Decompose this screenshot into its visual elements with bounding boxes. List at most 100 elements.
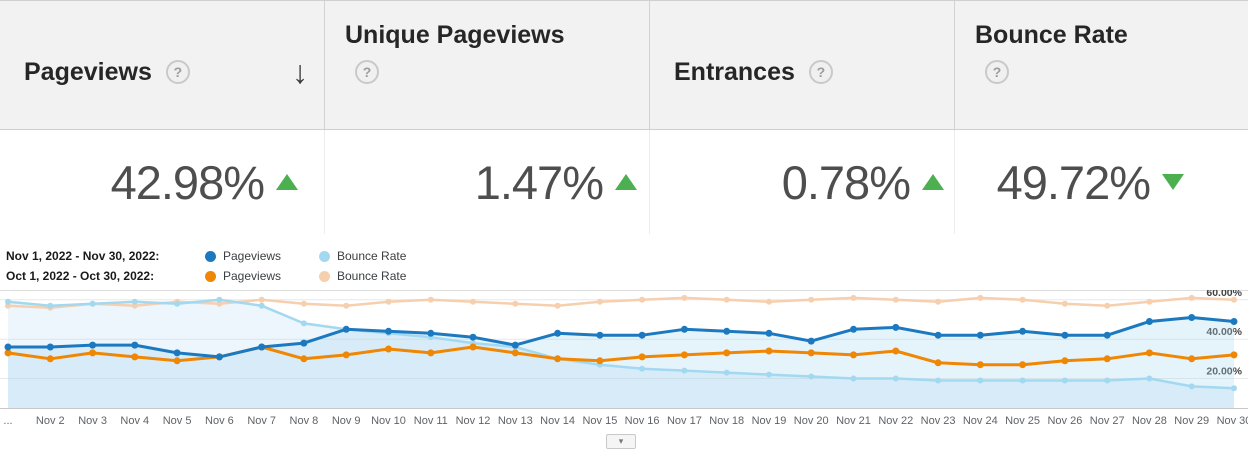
data-point[interactable]: [300, 320, 307, 327]
data-point[interactable]: [215, 353, 223, 361]
data-point[interactable]: [174, 300, 181, 307]
data-point[interactable]: [300, 339, 308, 347]
data-point[interactable]: [892, 296, 899, 303]
data-point[interactable]: [1231, 385, 1237, 392]
data-point[interactable]: [892, 375, 899, 382]
data-point[interactable]: [46, 343, 54, 351]
data-point[interactable]: [1019, 377, 1026, 384]
data-point[interactable]: [976, 361, 984, 369]
data-point[interactable]: [1188, 294, 1195, 301]
column-header-bounce-rate[interactable]: Bounce Rate ?: [955, 1, 1248, 129]
data-point[interactable]: [469, 343, 477, 351]
data-point[interactable]: [173, 357, 181, 365]
data-point[interactable]: [512, 300, 519, 307]
data-point[interactable]: [173, 349, 181, 357]
data-point[interactable]: [766, 298, 772, 305]
data-point[interactable]: [1230, 351, 1238, 359]
data-point[interactable]: [1104, 302, 1111, 309]
data-point[interactable]: [5, 298, 11, 305]
data-point[interactable]: [639, 296, 646, 303]
data-point[interactable]: [934, 331, 942, 339]
data-point[interactable]: [639, 365, 646, 372]
data-point[interactable]: [427, 329, 435, 337]
data-point[interactable]: [850, 325, 857, 333]
data-point[interactable]: [681, 367, 688, 374]
data-point[interactable]: [935, 298, 942, 305]
data-point[interactable]: [596, 298, 603, 305]
data-point[interactable]: [723, 296, 730, 303]
data-point[interactable]: [1188, 314, 1196, 321]
data-point[interactable]: [1061, 331, 1069, 339]
data-point[interactable]: [1061, 300, 1068, 307]
column-header-entrances[interactable]: Entrances ?: [650, 1, 955, 129]
data-point[interactable]: [1104, 377, 1111, 384]
data-point[interactable]: [216, 296, 223, 303]
axis-expand-button[interactable]: ▾: [606, 434, 636, 449]
data-point[interactable]: [89, 300, 96, 307]
data-point[interactable]: [1061, 357, 1069, 365]
data-point[interactable]: [935, 377, 942, 384]
data-point[interactable]: [131, 341, 139, 349]
data-point[interactable]: [1145, 318, 1153, 325]
sort-descending-icon[interactable]: ↓: [292, 54, 308, 90]
data-point[interactable]: [1019, 361, 1027, 369]
data-point[interactable]: [258, 343, 266, 351]
data-point[interactable]: [723, 369, 730, 376]
data-point[interactable]: [46, 355, 54, 363]
data-point[interactable]: [385, 345, 392, 353]
data-point[interactable]: [850, 375, 857, 382]
data-point[interactable]: [892, 347, 900, 355]
data-point[interactable]: [765, 329, 773, 337]
data-point[interactable]: [934, 359, 942, 367]
data-point[interactable]: [343, 302, 350, 309]
data-point[interactable]: [300, 300, 307, 307]
data-point[interactable]: [808, 373, 815, 380]
data-point[interactable]: [808, 296, 815, 303]
data-point[interactable]: [1146, 375, 1153, 382]
help-icon[interactable]: ?: [355, 60, 379, 84]
column-header-unique-pageviews[interactable]: Unique Pageviews ?: [325, 1, 650, 129]
data-point[interactable]: [1146, 298, 1153, 305]
data-point[interactable]: [470, 298, 476, 305]
data-point[interactable]: [1061, 377, 1068, 384]
data-point[interactable]: [1145, 349, 1153, 357]
data-point[interactable]: [385, 327, 392, 335]
data-point[interactable]: [342, 325, 350, 333]
data-point[interactable]: [1019, 327, 1027, 335]
data-point[interactable]: [1188, 355, 1196, 363]
data-point[interactable]: [300, 355, 308, 363]
data-point[interactable]: [596, 357, 604, 365]
data-point[interactable]: [469, 333, 477, 341]
data-point[interactable]: [765, 347, 773, 355]
data-point[interactable]: [850, 351, 857, 359]
data-point[interactable]: [131, 353, 139, 361]
data-point[interactable]: [427, 296, 434, 303]
data-point[interactable]: [1231, 296, 1237, 303]
data-point[interactable]: [638, 353, 646, 361]
data-point[interactable]: [723, 349, 731, 357]
data-point[interactable]: [4, 349, 12, 357]
data-point[interactable]: [596, 331, 604, 339]
data-point[interactable]: [385, 298, 392, 305]
data-point[interactable]: [638, 331, 646, 339]
data-point[interactable]: [680, 351, 688, 359]
data-point[interactable]: [89, 341, 97, 349]
help-icon[interactable]: ?: [165, 60, 190, 84]
data-point[interactable]: [258, 296, 265, 303]
data-point[interactable]: [976, 331, 984, 339]
data-point[interactable]: [511, 349, 519, 357]
data-point[interactable]: [131, 298, 138, 305]
data-point[interactable]: [1188, 383, 1195, 390]
data-point[interactable]: [850, 294, 857, 301]
data-point[interactable]: [680, 325, 688, 333]
data-point[interactable]: [89, 349, 97, 357]
help-icon[interactable]: ?: [808, 60, 833, 84]
data-point[interactable]: [4, 343, 12, 351]
data-point[interactable]: [766, 371, 772, 378]
data-point[interactable]: [1230, 318, 1238, 325]
data-point[interactable]: [1019, 296, 1026, 303]
data-point[interactable]: [723, 327, 731, 335]
data-point[interactable]: [1103, 331, 1111, 339]
data-point[interactable]: [47, 302, 54, 309]
data-point[interactable]: [554, 355, 562, 363]
